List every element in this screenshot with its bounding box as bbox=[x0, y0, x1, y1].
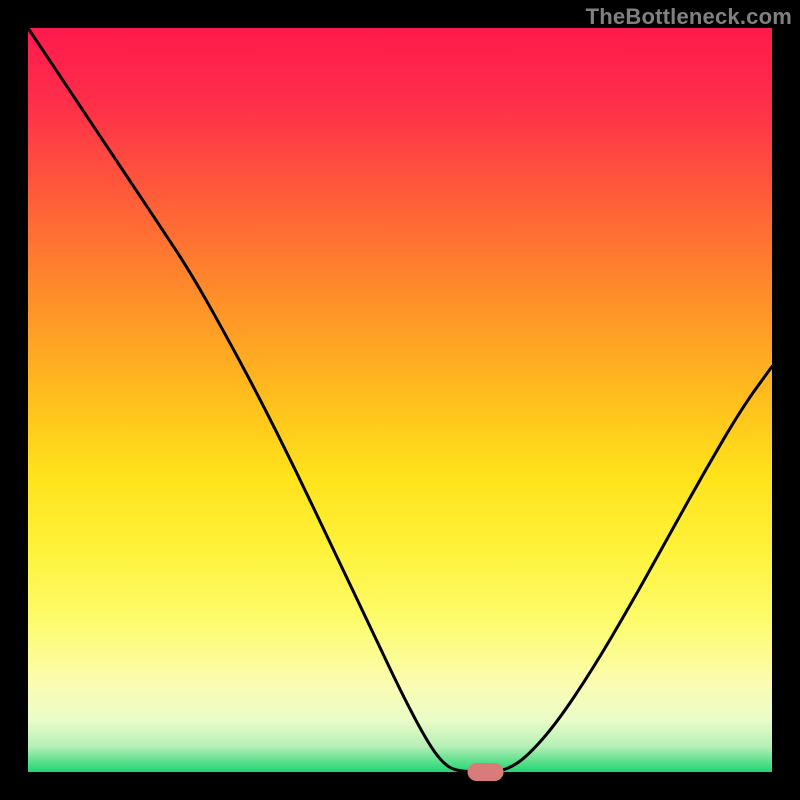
optimal-marker bbox=[468, 763, 504, 781]
watermark-label: TheBottleneck.com bbox=[586, 4, 792, 30]
plot-background bbox=[28, 28, 772, 772]
chart-container: TheBottleneck.com bbox=[0, 0, 800, 800]
bottleneck-chart bbox=[0, 0, 800, 800]
